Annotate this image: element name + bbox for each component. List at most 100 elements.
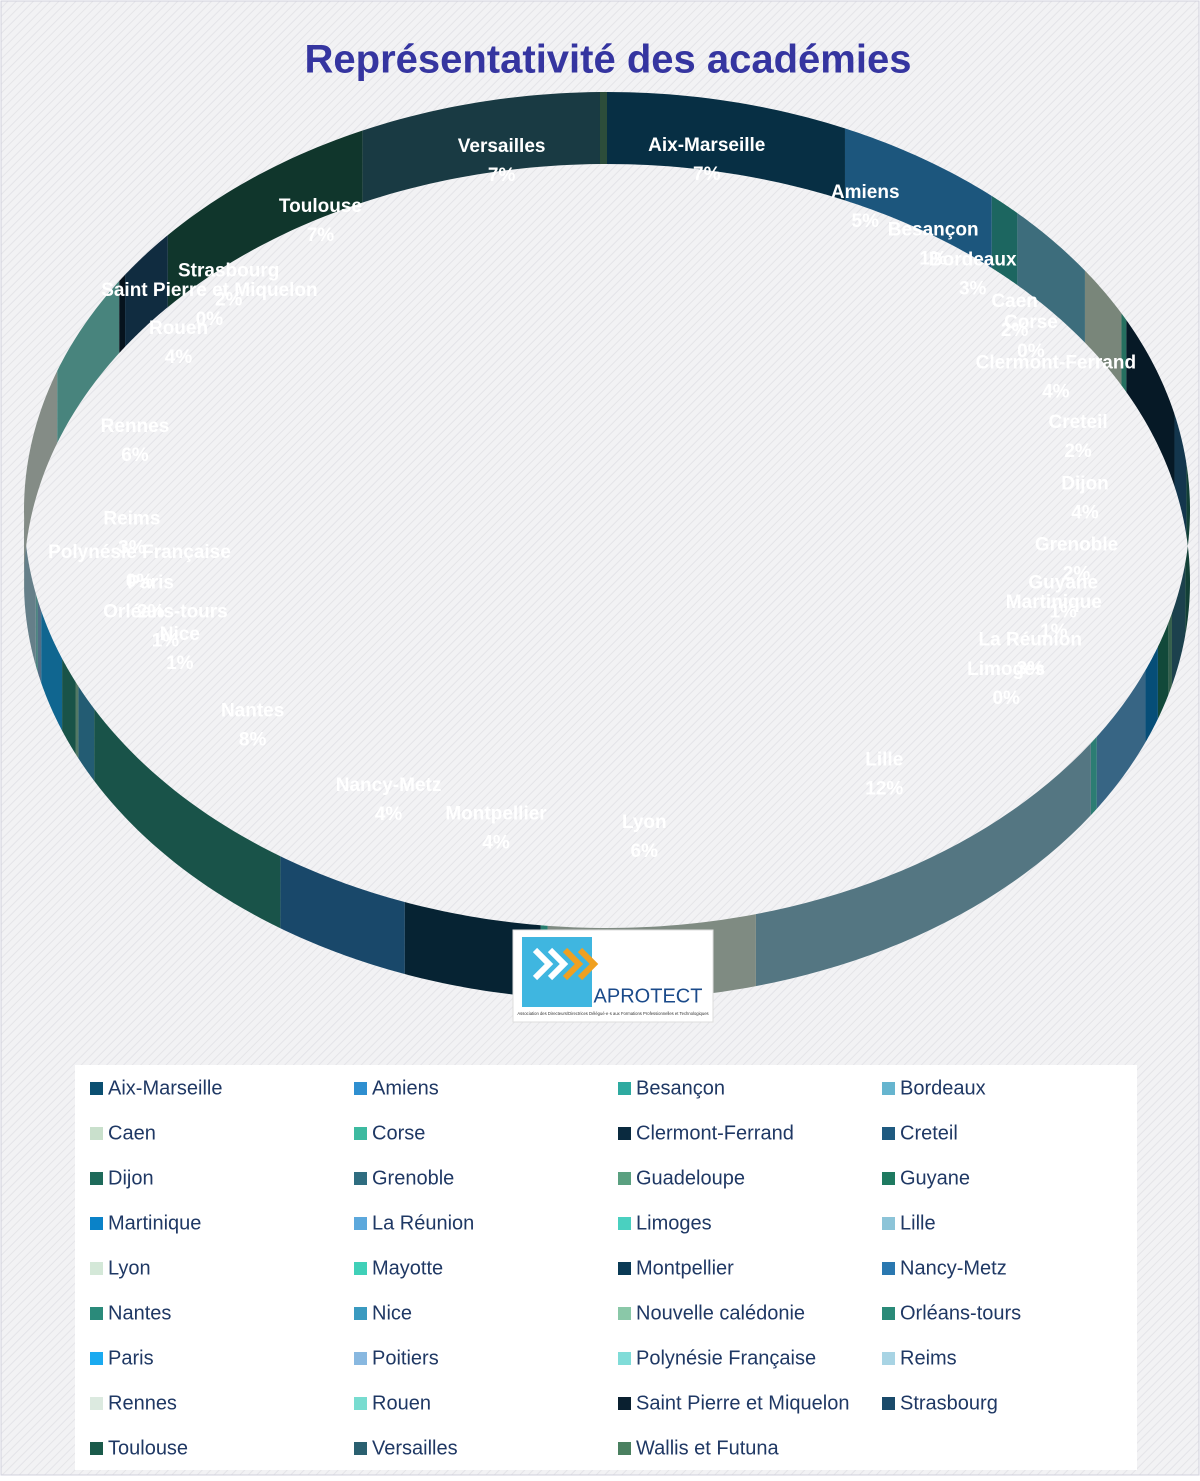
legend-swatch xyxy=(618,1217,631,1230)
legend-swatch xyxy=(618,1352,631,1365)
data-label-name: Montpellier xyxy=(445,804,547,825)
legend-swatch xyxy=(354,1262,367,1275)
legend-box xyxy=(75,1065,1137,1470)
slice-side xyxy=(75,681,79,759)
legend-label: Grenoble xyxy=(372,1167,454,1189)
slice-side xyxy=(37,600,42,683)
legend-label: Guadeloupe xyxy=(636,1167,745,1189)
legend-swatch xyxy=(90,1397,103,1410)
legend-label: Lyon xyxy=(108,1257,151,1279)
slice-side xyxy=(991,195,1018,286)
legend-label: Martinique xyxy=(108,1212,201,1234)
legend-swatch xyxy=(354,1397,367,1410)
data-label: 8% xyxy=(239,729,267,750)
slice-side xyxy=(57,281,120,443)
data-label-name: Nantes xyxy=(221,700,284,721)
data-label-name: Nice xyxy=(160,624,200,645)
slice-side xyxy=(607,92,845,201)
data-label: 1% xyxy=(919,249,947,270)
legend-swatch xyxy=(882,1127,895,1140)
legend-label: Amiens xyxy=(372,1077,439,1099)
data-label-name: Rennes xyxy=(101,416,170,437)
legend-label: Rennes xyxy=(108,1392,177,1414)
data-label-name: Bordeaux xyxy=(929,249,1017,270)
data-label-name: Amiens xyxy=(831,182,900,203)
data-label-name: Versailles xyxy=(458,136,546,157)
legend-swatch xyxy=(90,1442,103,1455)
data-label: 3% xyxy=(959,278,987,299)
legend-swatch xyxy=(354,1217,367,1230)
data-label: 4% xyxy=(1042,381,1070,402)
legend-label: Clermont-Ferrand xyxy=(636,1122,794,1144)
legend-label: Rouen xyxy=(372,1392,431,1414)
slice-side xyxy=(1171,563,1186,686)
legend-label: Versailles xyxy=(372,1437,458,1459)
logo-arrows xyxy=(532,947,569,981)
data-label-name: Guyane xyxy=(1028,573,1098,594)
data-label-name: Corse xyxy=(1004,312,1058,333)
legend-swatch xyxy=(90,1082,103,1095)
legend-label: Saint Pierre et Miquelon xyxy=(636,1392,849,1414)
legend-swatch xyxy=(882,1262,895,1275)
legend-swatch xyxy=(618,1127,631,1140)
legend-label: Lille xyxy=(900,1212,936,1234)
slice-side xyxy=(280,856,405,975)
data-label-name: Orléans-tours xyxy=(103,602,228,623)
slice-side xyxy=(119,274,126,354)
slice-side xyxy=(1157,622,1169,719)
slice-side xyxy=(755,743,1091,987)
data-label: 3% xyxy=(118,537,146,558)
logo-text: APROTECT xyxy=(594,985,703,1007)
data-label: 2% xyxy=(137,602,165,623)
legend-label: Montpellier xyxy=(636,1257,734,1279)
legend-swatch xyxy=(354,1307,367,1320)
data-label: 4% xyxy=(375,804,403,825)
data-label: 1% xyxy=(152,631,180,652)
data-label: 2% xyxy=(1001,320,1029,341)
slice-side xyxy=(62,658,76,754)
legend-swatch xyxy=(90,1352,103,1365)
legend-swatch xyxy=(882,1217,895,1230)
legend-swatch xyxy=(90,1127,103,1140)
legend-label: Aix-Marseille xyxy=(108,1077,222,1099)
legend-swatch xyxy=(354,1352,367,1365)
legend-label: Mayotte xyxy=(372,1257,443,1279)
legend-label: Nice xyxy=(372,1302,412,1324)
legend-swatch xyxy=(882,1082,895,1095)
slice-side xyxy=(1145,646,1158,743)
slice-side xyxy=(1168,613,1172,695)
legend-swatch xyxy=(618,1082,631,1095)
data-label: 6% xyxy=(631,841,659,862)
data-label-name: Paris xyxy=(128,573,174,594)
legend-swatch xyxy=(618,1172,631,1185)
logo-subtitle: Association des Directeurs/Directrices D… xyxy=(517,1011,708,1016)
data-label-name: Aix-Marseille xyxy=(648,135,765,156)
chart-title: Représentativité des académies xyxy=(305,38,912,82)
slice-side xyxy=(1084,270,1122,386)
data-label-name: La Réunion xyxy=(979,630,1082,651)
slice-side xyxy=(1185,463,1190,636)
data-label-name: Polynésie Française xyxy=(48,542,231,563)
legend-swatch xyxy=(354,1082,367,1095)
legend-label: Paris xyxy=(108,1347,154,1369)
data-label: 1% xyxy=(166,653,194,674)
legend-label: Wallis et Futuna xyxy=(636,1437,780,1459)
slice-side xyxy=(78,686,95,781)
slice-side xyxy=(1174,414,1187,536)
data-label-name: Grenoble xyxy=(1035,535,1118,556)
legend-label: Creteil xyxy=(900,1122,958,1144)
data-label-name: Besançon xyxy=(888,220,979,241)
legend-swatch xyxy=(354,1442,367,1455)
data-label-name: Clermont-Ferrand xyxy=(976,352,1136,373)
data-label: 0% xyxy=(126,571,154,592)
slice-side xyxy=(41,610,63,731)
data-label: 4% xyxy=(165,347,193,368)
data-label: 5% xyxy=(852,211,880,232)
data-label-name: Rouen xyxy=(149,318,208,339)
slice-side xyxy=(599,92,607,165)
legend-label: Strasbourg xyxy=(900,1392,998,1414)
logo: APROTECT Association des Directeurs/Dire… xyxy=(512,929,714,1023)
legend-swatch xyxy=(90,1172,103,1185)
data-label: 2% xyxy=(1063,564,1091,585)
